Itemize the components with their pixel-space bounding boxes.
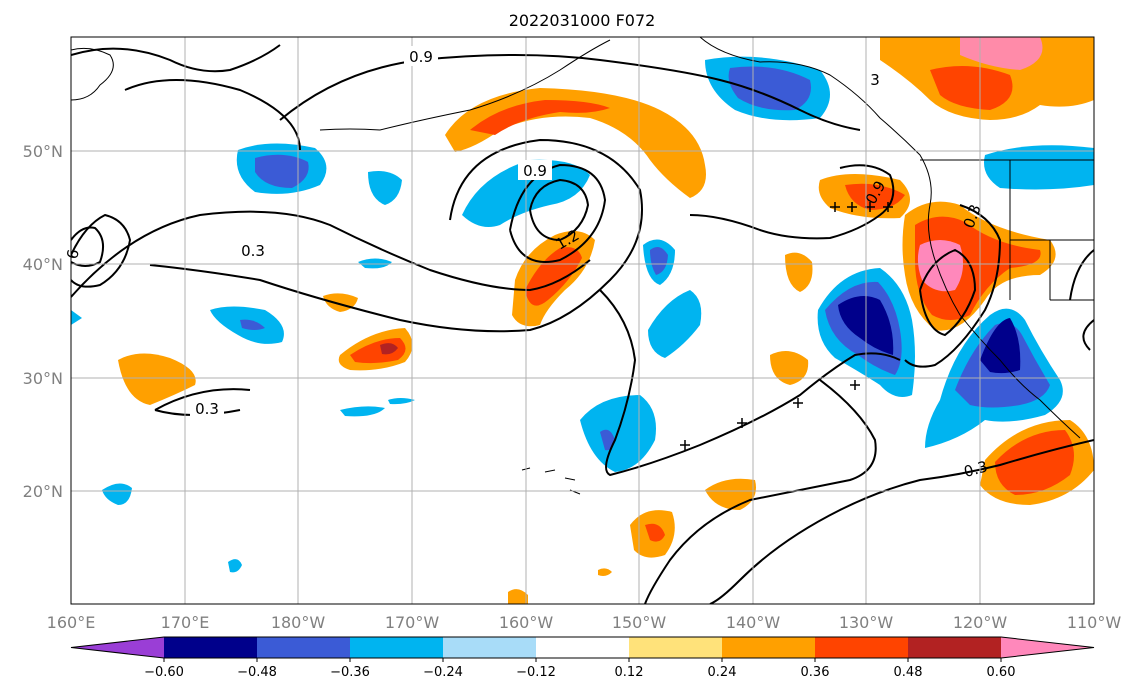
anomaly-shading	[71, 37, 1094, 604]
colorbar-segment	[164, 637, 257, 658]
contour-label: 0.3	[962, 457, 990, 481]
map-title: 2022031000 F072	[509, 11, 656, 30]
colorbar-tick-label: 0.36	[801, 665, 830, 680]
contour-label: 0.3	[195, 400, 219, 418]
lon-label: 160°W	[499, 613, 554, 632]
lon-label: 170°W	[385, 613, 440, 632]
lon-label: 110°W	[1067, 613, 1122, 632]
colorbar-segment	[71, 637, 164, 658]
colorbar-segment	[257, 637, 350, 658]
colorbar-segment	[443, 637, 536, 658]
lat-label: 40°N	[23, 255, 63, 274]
gridlines	[71, 37, 1094, 604]
lon-label: 180°W	[271, 613, 326, 632]
lon-label: 130°W	[839, 613, 894, 632]
colorbar-tick-label: 0.12	[615, 665, 644, 680]
lon-label: 140°W	[726, 613, 781, 632]
contour-label: 0.9	[409, 48, 433, 66]
contour-label: 6	[63, 248, 82, 261]
lon-label: 170°E	[161, 613, 210, 632]
lon-label: 150°W	[612, 613, 667, 632]
colorbar-tick-label: −0.60	[144, 665, 184, 680]
colorbar-tick-label: −0.24	[423, 665, 463, 680]
plus-markers	[680, 202, 893, 450]
colorbar-segment	[908, 637, 1001, 658]
colorbar-segment	[350, 637, 443, 658]
contour-label: 0.3	[241, 242, 265, 260]
colorbar-tick-label: −0.12	[516, 665, 556, 680]
colorbar-tick-label: −0.36	[330, 665, 370, 680]
lat-label: 30°N	[23, 369, 63, 388]
latitude-labels: 50°N 40°N 30°N 20°N	[23, 142, 63, 501]
map-frame	[70, 36, 1095, 605]
contour-label: 3	[870, 71, 880, 89]
contour-label: 0.9	[523, 162, 547, 180]
colorbar-segment	[815, 637, 908, 658]
lon-label: 160°E	[47, 613, 96, 632]
colorbar: −0.60 −0.48 −0.36 −0.24 −0.12 0.12 0.24 0.36 0.4…	[70, 636, 1095, 680]
lat-label: 20°N	[23, 482, 63, 501]
lat-label: 50°N	[23, 142, 63, 161]
colorbar-tick-label: 0.48	[894, 665, 923, 680]
lon-label: 120°W	[953, 613, 1008, 632]
coastlines	[71, 37, 1094, 495]
colorbar-tick-label: −0.48	[237, 665, 277, 680]
longitude-labels: 160°E 170°E 180°W 170°W 160°W 150°W 140°…	[47, 613, 1122, 632]
colorbar-segment	[1001, 637, 1094, 658]
colorbar-tick-label: 0.60	[987, 665, 1016, 680]
colorbar-segment	[722, 637, 815, 658]
colorbar-segment	[629, 637, 722, 658]
contour-labels: 0.9 0.9 0.3 1.2 0.3 0.9 0.3 0.3 3 6	[63, 46, 990, 481]
colorbar-tick-label: 0.24	[708, 665, 737, 680]
colorbar-segment	[536, 637, 629, 658]
